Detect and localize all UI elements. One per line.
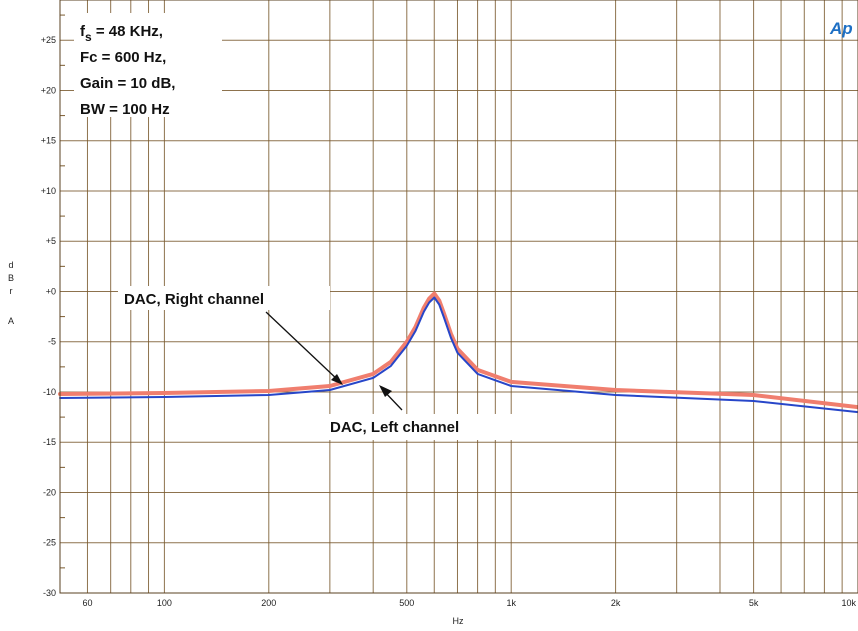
y-tick-label: -15 [43, 437, 56, 447]
params-box-bg [74, 13, 222, 117]
series-line-right-channel [58, 291, 858, 410]
x-tick-labels: 60 100 200 500 1k 2k 5k 10k [82, 598, 856, 608]
y-axis-label-char: d [8, 260, 13, 270]
x-tick-label: 5k [749, 598, 759, 608]
right-annotation-pointer [265, 311, 340, 382]
left-channel-label: DAC, Left channel [330, 419, 459, 436]
x-tick-label: 500 [399, 598, 414, 608]
params-f-symbol: f [80, 23, 86, 40]
series-layer [58, 291, 858, 414]
y-tick-label: +0 [46, 286, 56, 296]
x-tick-label: 100 [157, 598, 172, 608]
right-annotation-bg [118, 286, 330, 310]
y-tick-label: -20 [43, 487, 56, 497]
series-line-left-channel [59, 296, 858, 414]
y-tick-label: +5 [46, 236, 56, 246]
left-channel-annotation: DAC, Left channel [324, 385, 526, 440]
minor-gridlines [60, 14, 65, 569]
y-tick-label: +20 [41, 85, 56, 95]
y-tick-label: -5 [48, 337, 56, 347]
y-tick-label: +15 [41, 136, 56, 146]
x-tick-label: 2k [611, 598, 621, 608]
left-annotation-bg [324, 414, 526, 440]
y-tick-label: -30 [43, 588, 56, 598]
params-bandwidth: BW = 100 Hz [80, 101, 170, 118]
params-center-freq: Fc = 600 Hz, [80, 49, 166, 66]
right-channel-label: DAC, Right channel [124, 291, 264, 308]
params-sample-rate-value: = 48 KHz, [92, 23, 163, 40]
plot-frame [59, 0, 858, 594]
right-channel-annotation: DAC, Right channel [118, 286, 343, 385]
params-f-subscript: s [85, 30, 92, 44]
y-axis-label: d B r A [8, 260, 14, 326]
y-axis-label-char: A [8, 316, 14, 326]
x-tick-label: 1k [506, 598, 516, 608]
params-gain: Gain = 10 dB, [80, 75, 175, 92]
y-axis-label-char: B [8, 273, 14, 283]
x-tick-label: 10k [841, 598, 856, 608]
params-box: fs = 48 KHz, Fc = 600 Hz, Gain = 10 dB, … [74, 13, 222, 118]
right-annotation-arrowhead [331, 374, 343, 385]
x-axis-label: Hz [453, 616, 464, 626]
y-tick-label: +25 [41, 35, 56, 45]
left-annotation-arrowhead [379, 385, 392, 397]
y-tick-label: -10 [43, 387, 56, 397]
y-tick-labels: +25 +20 +15 +10 +5 +0 -5 -10 -15 -20 -25 -30 [41, 35, 56, 598]
y-axis-label-char: r [10, 286, 13, 296]
y-tick-label: -25 [43, 538, 56, 548]
ap-logo: Ap [829, 19, 853, 38]
y-tick-label: +10 [41, 186, 56, 196]
x-tick-label: 60 [82, 598, 92, 608]
x-tick-label: 200 [261, 598, 276, 608]
params-sample-rate: fs = 48 KHz, [80, 23, 163, 44]
